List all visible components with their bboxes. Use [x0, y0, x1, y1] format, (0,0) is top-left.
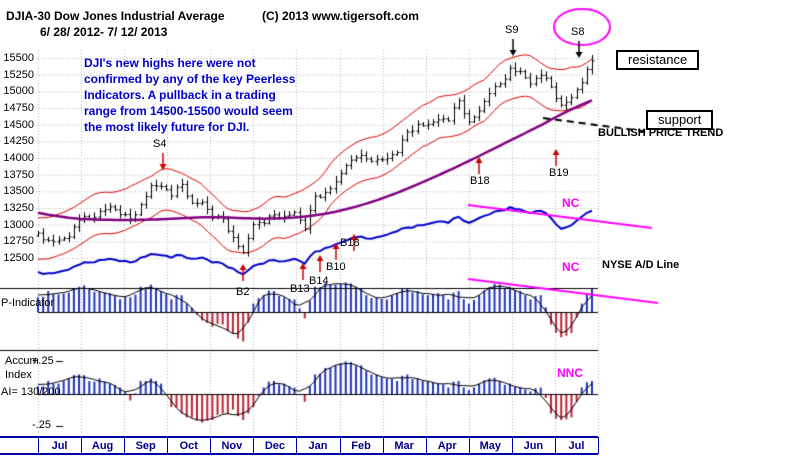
nc-label: NC	[562, 260, 580, 274]
signal-label: B14	[309, 275, 329, 287]
price-axis-label: 13000	[3, 218, 34, 231]
price-axis-label: 14250	[3, 135, 34, 148]
price-axis-label: 12500	[3, 252, 34, 264]
nyse-ad-line-label: NYSE A/D Line	[602, 259, 680, 271]
annotation-note-line: DJI's new highs here were not	[84, 56, 256, 70]
signal-label: B18	[470, 175, 490, 187]
month-label: Mar	[394, 440, 414, 452]
month-label: May	[479, 440, 501, 452]
resistance-label: resistance	[616, 50, 700, 70]
nc-label: NNC	[557, 366, 583, 380]
signal-label: B19	[549, 167, 569, 179]
price-axis-label: 12750	[3, 235, 34, 248]
price-axis-label: 14500	[3, 118, 34, 131]
accum-scale-minus-label: -.25	[32, 419, 51, 431]
price-axis-label: 15250	[3, 68, 34, 81]
month-axis	[0, 436, 598, 455]
month-grid-tick	[253, 437, 254, 454]
bullish-price-trend-label: BULLISH PRICE TREND	[598, 127, 724, 139]
month-grid-tick	[124, 437, 125, 454]
price-axis-label: 13250	[3, 202, 34, 214]
signal-label: B13	[290, 283, 310, 295]
signal-label: S4	[153, 138, 167, 150]
ai-ratio-label: AI= 130/200	[1, 386, 61, 398]
annotation-note-line: confirmed by any of the key Peerless	[84, 72, 296, 86]
annotation-note-line: range from 14500-15500 would seem	[84, 104, 293, 118]
signal-label: B18	[340, 237, 360, 249]
month-label: Jul	[568, 440, 585, 452]
index-label: Index	[5, 369, 32, 381]
month-label: Jul	[51, 440, 68, 452]
month-label: Apr	[437, 440, 457, 452]
chart-title: DJIA-30 Dow Jones Industrial Average	[6, 9, 225, 23]
month-label: Dec	[264, 440, 285, 452]
month-grid-tick	[38, 437, 39, 454]
price-axis-label: 13500	[3, 185, 34, 198]
annotation-note-line: the most likely future for DJI.	[84, 120, 250, 134]
month-grid-tick	[340, 437, 341, 454]
signal-label: S9	[505, 24, 519, 36]
signal-label: B10	[326, 261, 346, 273]
price-axis-label: 13750	[3, 168, 34, 181]
month-label: Nov	[221, 440, 243, 452]
month-label: Jun	[523, 440, 544, 452]
copyright: (C) 2013 www.tigersoft.com	[262, 9, 419, 23]
annotation-note: DJI's new highs here were not confirmed b…	[84, 55, 295, 135]
signal-label: B2	[236, 286, 250, 298]
month-grid-tick	[167, 437, 168, 454]
month-grid-tick	[469, 437, 470, 454]
support-label: support	[646, 110, 714, 130]
price-axis-label: 14750	[3, 102, 34, 114]
price-axis-label: 15500	[3, 52, 34, 64]
accum-label: Accum	[5, 355, 39, 367]
month-label: Feb	[351, 440, 371, 452]
month-grid-tick	[555, 437, 556, 454]
month-grid-tick	[210, 437, 211, 454]
month-grid-tick	[81, 437, 82, 454]
month-grid-tick	[512, 437, 513, 454]
nc-label: NC	[562, 196, 580, 210]
month-label: Sep	[135, 440, 156, 452]
date-range: 6/ 28/ 2012- 7/ 12/ 2013	[40, 25, 168, 39]
month-grid-tick	[426, 437, 427, 454]
accum-scale-plus-label: +.25	[32, 355, 54, 367]
month-grid-tick	[598, 437, 599, 454]
annotation-note-line: Indicators. A pullback in a trading	[84, 88, 276, 102]
month-grid-tick	[383, 437, 384, 454]
p-indicator-label: P-Indicator	[1, 297, 55, 309]
month-label: Jan	[308, 440, 328, 452]
signal-label: S8	[571, 26, 585, 38]
month-label: Aug	[91, 440, 114, 452]
price-axis-label: 15000	[3, 85, 34, 98]
month-label: Oct	[179, 440, 198, 452]
month-grid-tick	[296, 437, 297, 454]
price-axis-label: 14000	[3, 152, 34, 164]
